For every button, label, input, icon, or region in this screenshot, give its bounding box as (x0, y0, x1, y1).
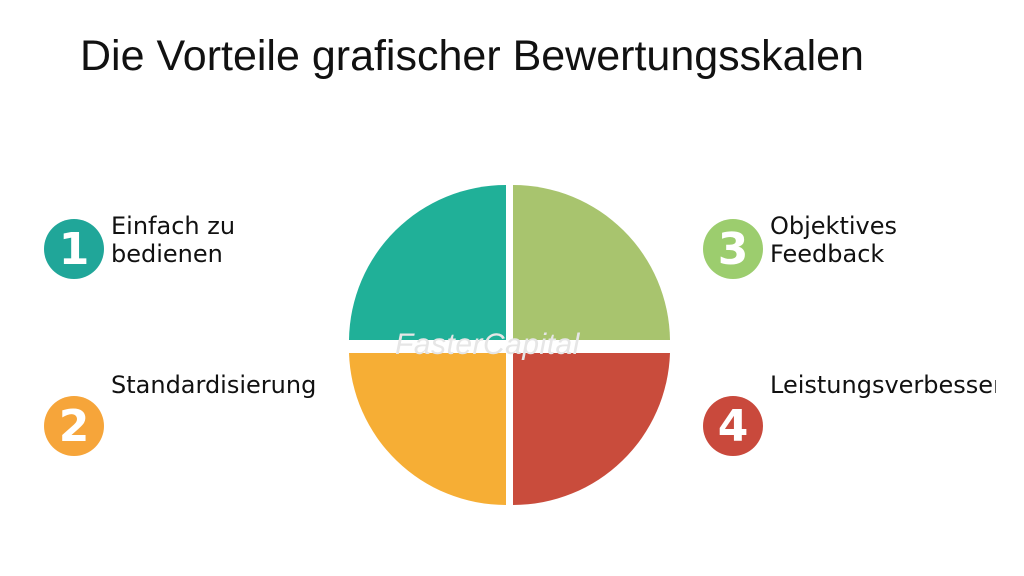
item-label-4-line1: Leistungsverbesseru (770, 371, 996, 399)
quadrant-circle-diagram (349, 185, 670, 506)
item-label-4: Leistungsverbesseru (770, 371, 996, 399)
quadrant-top-left (349, 185, 506, 340)
item-label-1: Einfach zu bedienen (111, 212, 235, 268)
item-label-2: Standardisierung (111, 371, 316, 399)
number-badge-3: 3 (703, 219, 763, 279)
quadrant-bottom-left (349, 353, 506, 506)
quadrant-top-right (513, 185, 670, 340)
number-badge-2: 2 (44, 396, 104, 456)
item-label-3-line1: Objektives (770, 212, 898, 240)
item-label-1-line2: bedienen (111, 240, 223, 268)
watermark-text: FasterCapital (395, 328, 580, 361)
item-label-2-line1: Standardisierung (111, 371, 317, 399)
item-label-3-line2: Feedback (770, 240, 885, 268)
number-badge-1: 1 (44, 219, 104, 279)
quadrant-bottom-right (513, 353, 670, 506)
item-label-3: Objektives Feedback (770, 212, 897, 268)
number-badge-4: 4 (703, 396, 763, 456)
page-title: Die Vorteile grafischer Bewertungsskalen (80, 32, 864, 80)
item-label-1-line1: Einfach zu (111, 212, 236, 240)
